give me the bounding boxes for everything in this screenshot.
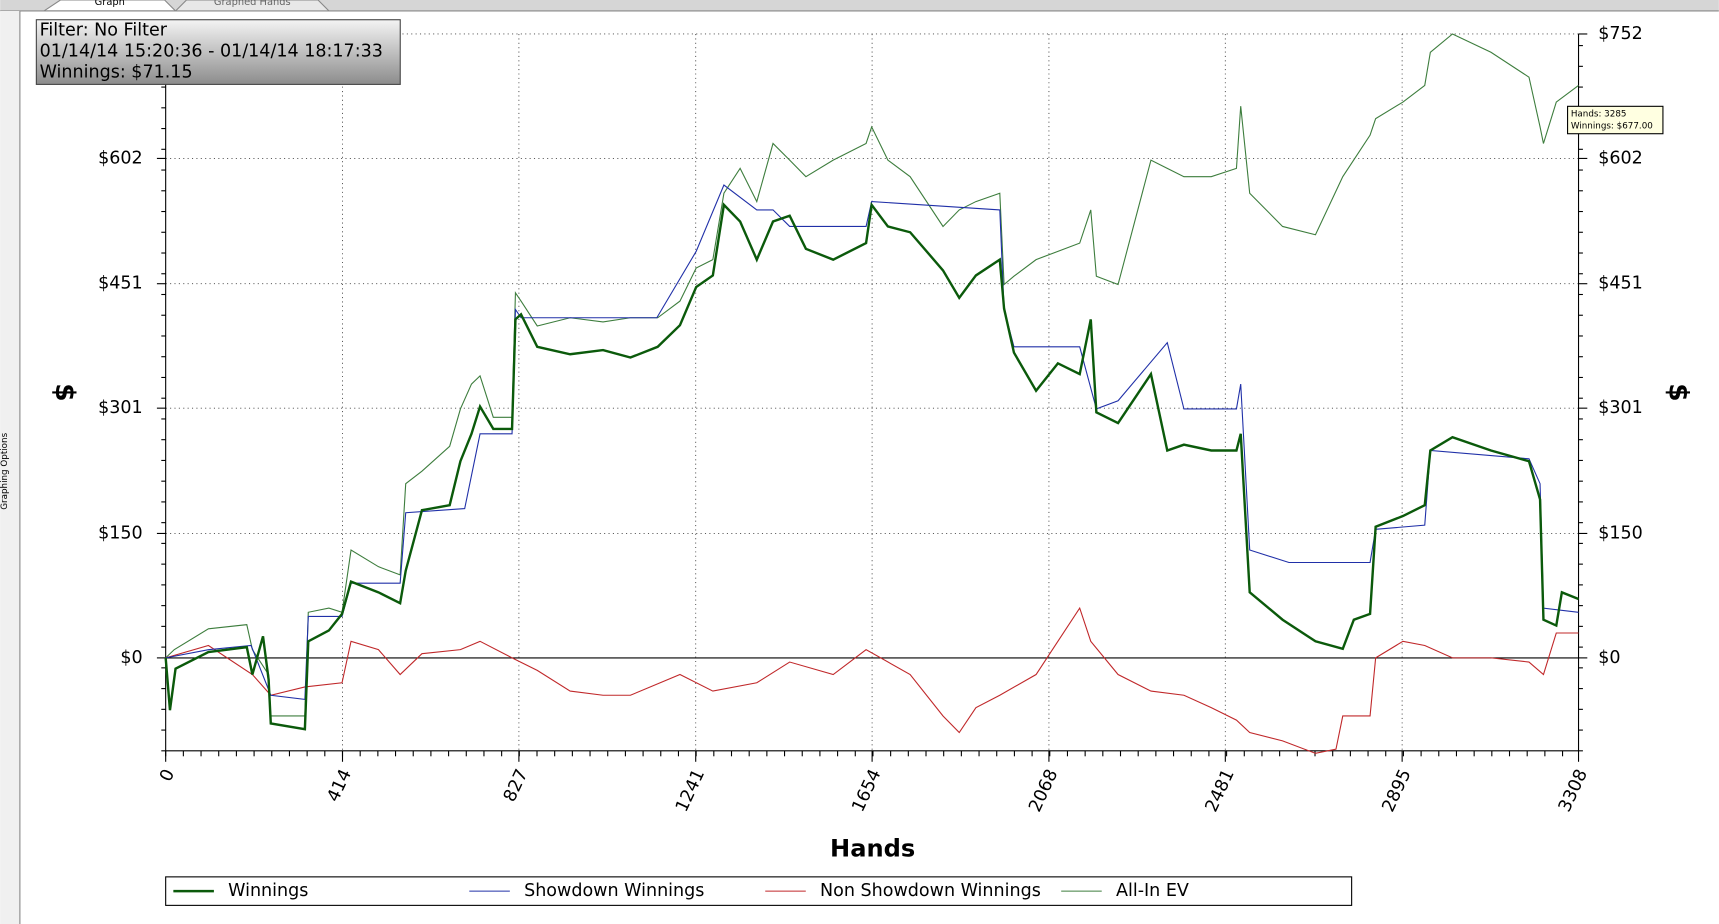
y-axis-label: $ [49,383,79,401]
side-panel[interactable] [0,10,20,924]
info-text: Filter: No Filter [40,21,168,41]
x-tick-label: 1241 [672,766,709,815]
x-axis-label: Hands [830,834,915,862]
series-line [165,606,1579,754]
side-panel-label[interactable]: Graphing Options [0,432,10,509]
y2-tick-label: $451 [1598,274,1643,294]
x-tick-label: 2481 [1202,766,1239,815]
legend-label: Non Showdown Winnings [820,881,1041,901]
tab-label[interactable]: Graph [95,0,125,8]
x-tick-label: 827 [500,766,532,805]
tooltip-text: Winnings: $677.00 [1571,122,1653,132]
x-tick-label: 1654 [849,766,886,815]
y2-tick-label: $150 [1598,523,1643,543]
y-tick-label: $150 [98,523,143,543]
x-tick-label: 2895 [1379,766,1416,815]
x-tick-label: 3308 [1555,766,1592,815]
series-line [165,184,1579,701]
legend-label: All-In EV [1116,881,1189,901]
y2-axis-label: $ [1663,383,1693,401]
y2-tick-label: $301 [1598,398,1643,418]
info-text: 01/14/14 15:20:36 - 01/14/14 18:17:33 [40,42,383,62]
x-tick-label: 2068 [1025,766,1062,815]
legend-label: Showdown Winnings [524,881,704,901]
series-line [165,33,1579,717]
y-tick-label: $602 [98,148,143,168]
legend-label: Winnings [228,881,308,901]
y2-tick-label: $602 [1598,148,1643,168]
y-tick-label: $301 [98,398,143,418]
series-line [164,201,1579,731]
y2-tick-label: $0 [1598,648,1620,668]
info-box [35,19,401,85]
tooltip-text: Hands: 3285 [1571,109,1627,119]
y-tick-label: $451 [98,274,143,294]
info-text: Winnings: $71.15 [40,62,193,82]
tab-inactive[interactable] [175,0,330,12]
tab-strip [0,0,1719,11]
y2-tick-label: $752 [1598,24,1643,44]
x-tick-label: 414 [324,766,356,805]
y-tick-label: $0 [120,648,142,668]
tab-label[interactable]: Graphed Hands [214,0,291,8]
legend [165,876,1353,906]
x-tick-label: 0 [156,766,179,785]
tooltip [1567,105,1664,135]
